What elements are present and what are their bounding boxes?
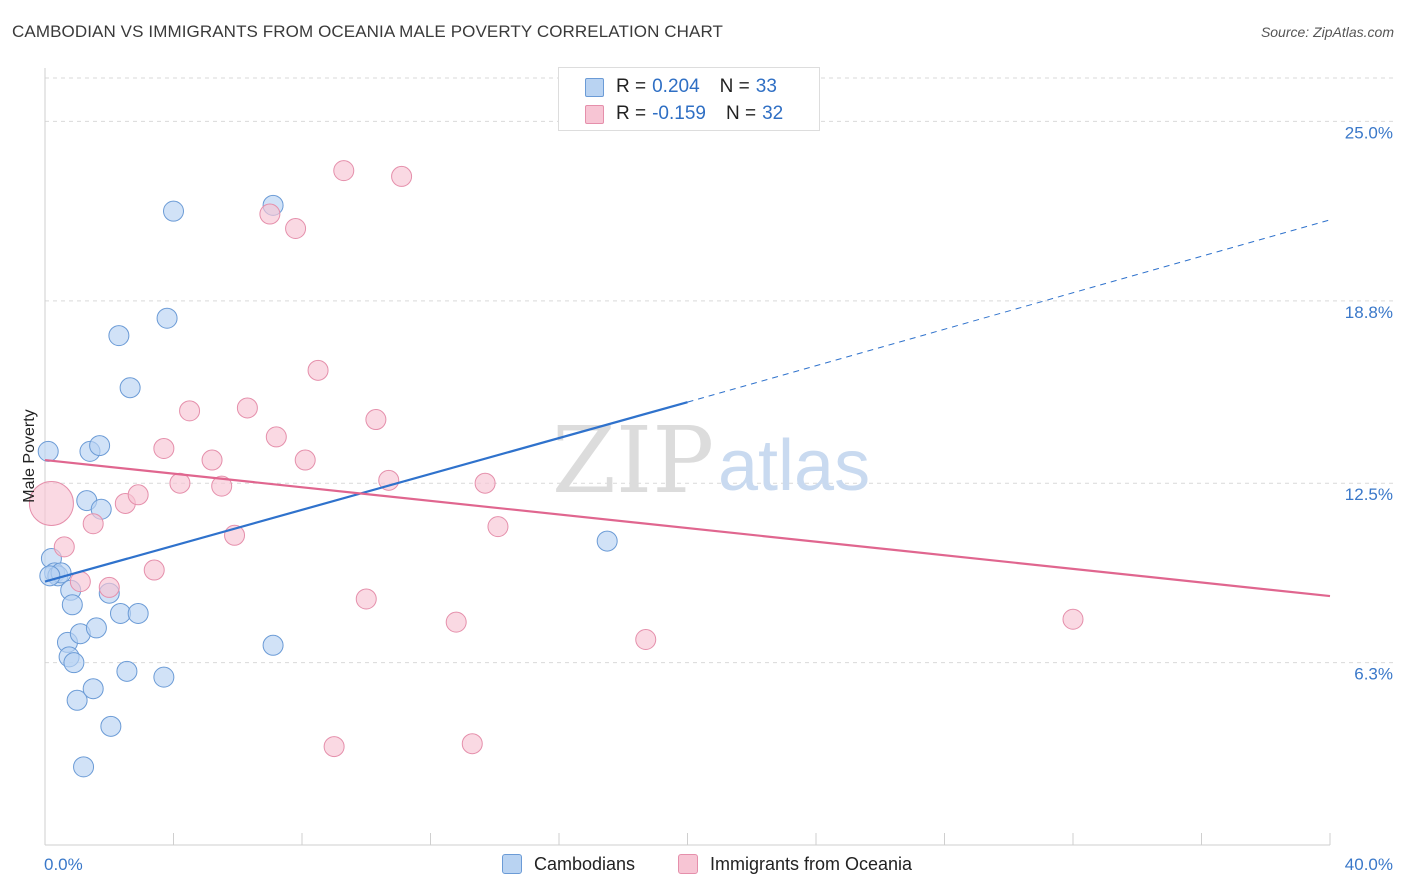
watermark-atlas: atlas xyxy=(718,426,870,506)
oceania-point xyxy=(236,397,258,419)
cambodians-point xyxy=(156,307,178,329)
n-value: 32 xyxy=(762,103,784,124)
y-tick-label: 12.5% xyxy=(1345,485,1393,504)
watermark-zip: ZIP xyxy=(552,407,714,514)
cambodians-point xyxy=(116,660,138,682)
oceania-point xyxy=(211,475,233,497)
y-axis-title: Male Poverty xyxy=(21,409,38,502)
source-label: Source: ZipAtlas.com xyxy=(1260,24,1394,40)
cambodians-point xyxy=(89,435,111,457)
oceania-point xyxy=(323,736,345,758)
oceania-point xyxy=(355,588,377,610)
r-label: R = xyxy=(616,76,647,97)
cambodians-point xyxy=(73,756,95,778)
cambodians-point xyxy=(163,200,184,222)
stats-legend-row-oceania: R = -0.159 N = 32 xyxy=(585,102,783,126)
legend-label: Cambodians xyxy=(534,853,636,874)
cambodians-trend-line xyxy=(44,401,688,583)
oceania-point xyxy=(53,536,75,558)
blue-swatch xyxy=(585,77,604,97)
cambodians-point xyxy=(108,325,130,347)
oceania-point xyxy=(179,400,201,422)
oceania-point xyxy=(461,733,483,755)
cambodians-point xyxy=(119,377,141,399)
cambodians-point xyxy=(66,689,88,711)
pink-swatch xyxy=(678,854,698,874)
x-tick-label-max: 40.0% xyxy=(1345,855,1393,874)
oceania-point xyxy=(153,437,175,459)
cambodians-point xyxy=(82,678,104,700)
oceania-point xyxy=(294,449,316,471)
stats-legend-row-cambodians: R = 0.204 N = 33 xyxy=(585,75,777,99)
oceania-point xyxy=(143,559,165,581)
legend-label: Immigrants from Oceania xyxy=(710,853,913,874)
oceania-point xyxy=(265,426,287,448)
oceania-point xyxy=(201,449,223,471)
oceania-point xyxy=(28,480,74,526)
oceania-trend-line xyxy=(44,458,1331,598)
cambodians-point xyxy=(100,715,122,737)
pink-swatch xyxy=(585,104,604,124)
cambodians-point xyxy=(61,594,83,616)
r-value: 0.204 xyxy=(652,76,700,97)
oceania-point xyxy=(487,516,509,538)
r-value: -0.159 xyxy=(652,103,706,124)
cambodians-point xyxy=(262,634,284,656)
cambodians-point xyxy=(85,617,107,639)
oceania-point xyxy=(285,218,307,240)
oceania-point xyxy=(474,472,496,494)
n-value: 33 xyxy=(755,76,777,97)
oceania-point xyxy=(391,165,413,187)
cambodians-trend-line-extension xyxy=(687,219,1331,403)
cambodians-point xyxy=(109,602,131,624)
oceania-point xyxy=(333,160,355,182)
x-tick-label-min: 0.0% xyxy=(44,855,83,874)
cambodians-point xyxy=(37,440,59,462)
r-label: R = xyxy=(616,103,647,124)
y-tick-label: 6.3% xyxy=(1354,665,1393,684)
legend-item-cambodians[interactable]: Cambodians xyxy=(502,852,635,876)
oceania-point xyxy=(169,472,191,494)
cambodians-point xyxy=(127,602,149,624)
n-label: N = xyxy=(725,103,757,124)
oceania-point xyxy=(365,409,387,431)
cambodians-point xyxy=(153,666,175,688)
watermark: ZIP atlas xyxy=(552,407,870,514)
oceania-point xyxy=(635,629,657,651)
chart-title: CAMBODIAN VS IMMIGRANTS FROM OCEANIA MAL… xyxy=(12,22,724,41)
cambodians-point xyxy=(39,565,61,587)
grid-layer: 6.3% 12.5% 18.8% 25.0% xyxy=(45,77,1395,684)
oceania-point xyxy=(127,484,149,506)
y-tick-label: 18.8% xyxy=(1345,303,1393,322)
trend-layer xyxy=(44,219,1331,598)
cambodians-point xyxy=(596,530,618,552)
oceania-point xyxy=(1062,608,1084,630)
n-label: N = xyxy=(719,76,750,97)
stats-legend: R = 0.204 N = 33 R = -0.159 N = 32 xyxy=(558,67,820,131)
points-layer xyxy=(28,160,1084,778)
y-tick-label: 25.0% xyxy=(1345,123,1393,142)
oceania-point xyxy=(82,513,104,535)
oceania-point xyxy=(445,611,467,633)
cambodians-point xyxy=(63,652,85,674)
legend-item-oceania[interactable]: Immigrants from Oceania xyxy=(678,852,912,876)
oceania-point xyxy=(259,203,281,225)
oceania-point xyxy=(98,576,120,598)
blue-swatch xyxy=(502,854,522,874)
oceania-point xyxy=(307,359,329,381)
